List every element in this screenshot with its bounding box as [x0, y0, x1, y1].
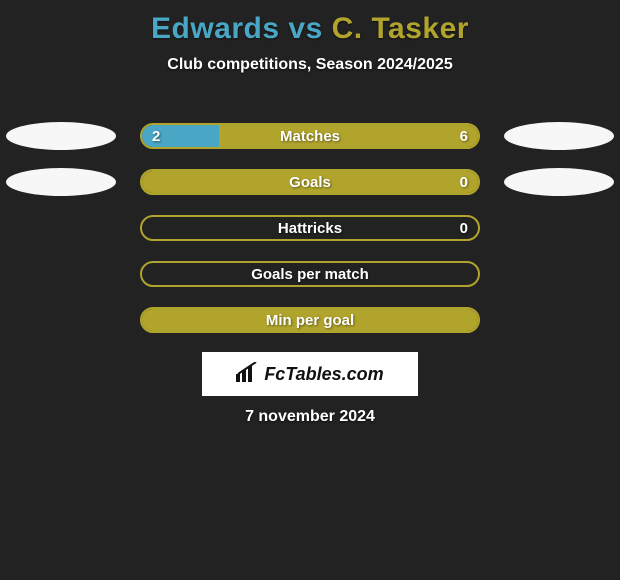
title-vs: vs: [280, 12, 332, 45]
player2-badge: [504, 122, 614, 150]
stat-value-right: 0: [460, 220, 468, 237]
stats-container: Matches26 Goals0 Hattricks0 Goals per match…: [0, 120, 620, 350]
brand-text: FcTables.com: [264, 364, 383, 385]
bar-right-fill: [142, 171, 478, 193]
player1-badge: [6, 168, 116, 196]
bar-right-fill: [219, 125, 478, 147]
bar-right-fill: [142, 309, 478, 331]
subtitle: Club competitions, Season 2024/2025: [0, 56, 620, 74]
player2-badge: [504, 168, 614, 196]
stat-row: Goals per match: [0, 258, 620, 290]
player1-badge: [6, 122, 116, 150]
stat-row: Min per goal: [0, 304, 620, 336]
stat-bar: Goals0: [140, 169, 480, 195]
stat-label: Goals per match: [142, 266, 478, 283]
stat-bar: Min per goal: [140, 307, 480, 333]
stat-bar: Hattricks0: [140, 215, 480, 241]
stat-row: Goals0: [0, 166, 620, 198]
brand-bars-icon: [236, 362, 258, 387]
stat-row: Hattricks0: [0, 212, 620, 244]
page-title: Edwards vs C. Tasker: [0, 0, 620, 46]
stat-bar: Matches26: [140, 123, 480, 149]
player1-name: Edwards: [151, 12, 280, 45]
player2-name: C. Tasker: [332, 12, 469, 45]
snapshot-date: 7 november 2024: [0, 408, 620, 426]
stat-bar: Goals per match: [140, 261, 480, 287]
stat-row: Matches26: [0, 120, 620, 152]
bar-left-fill: [142, 125, 219, 147]
brand-badge: FcTables.com: [202, 352, 418, 396]
page-root: Edwards vs C. Tasker Club competitions, …: [0, 0, 620, 580]
stat-label: Hattricks: [142, 220, 478, 237]
